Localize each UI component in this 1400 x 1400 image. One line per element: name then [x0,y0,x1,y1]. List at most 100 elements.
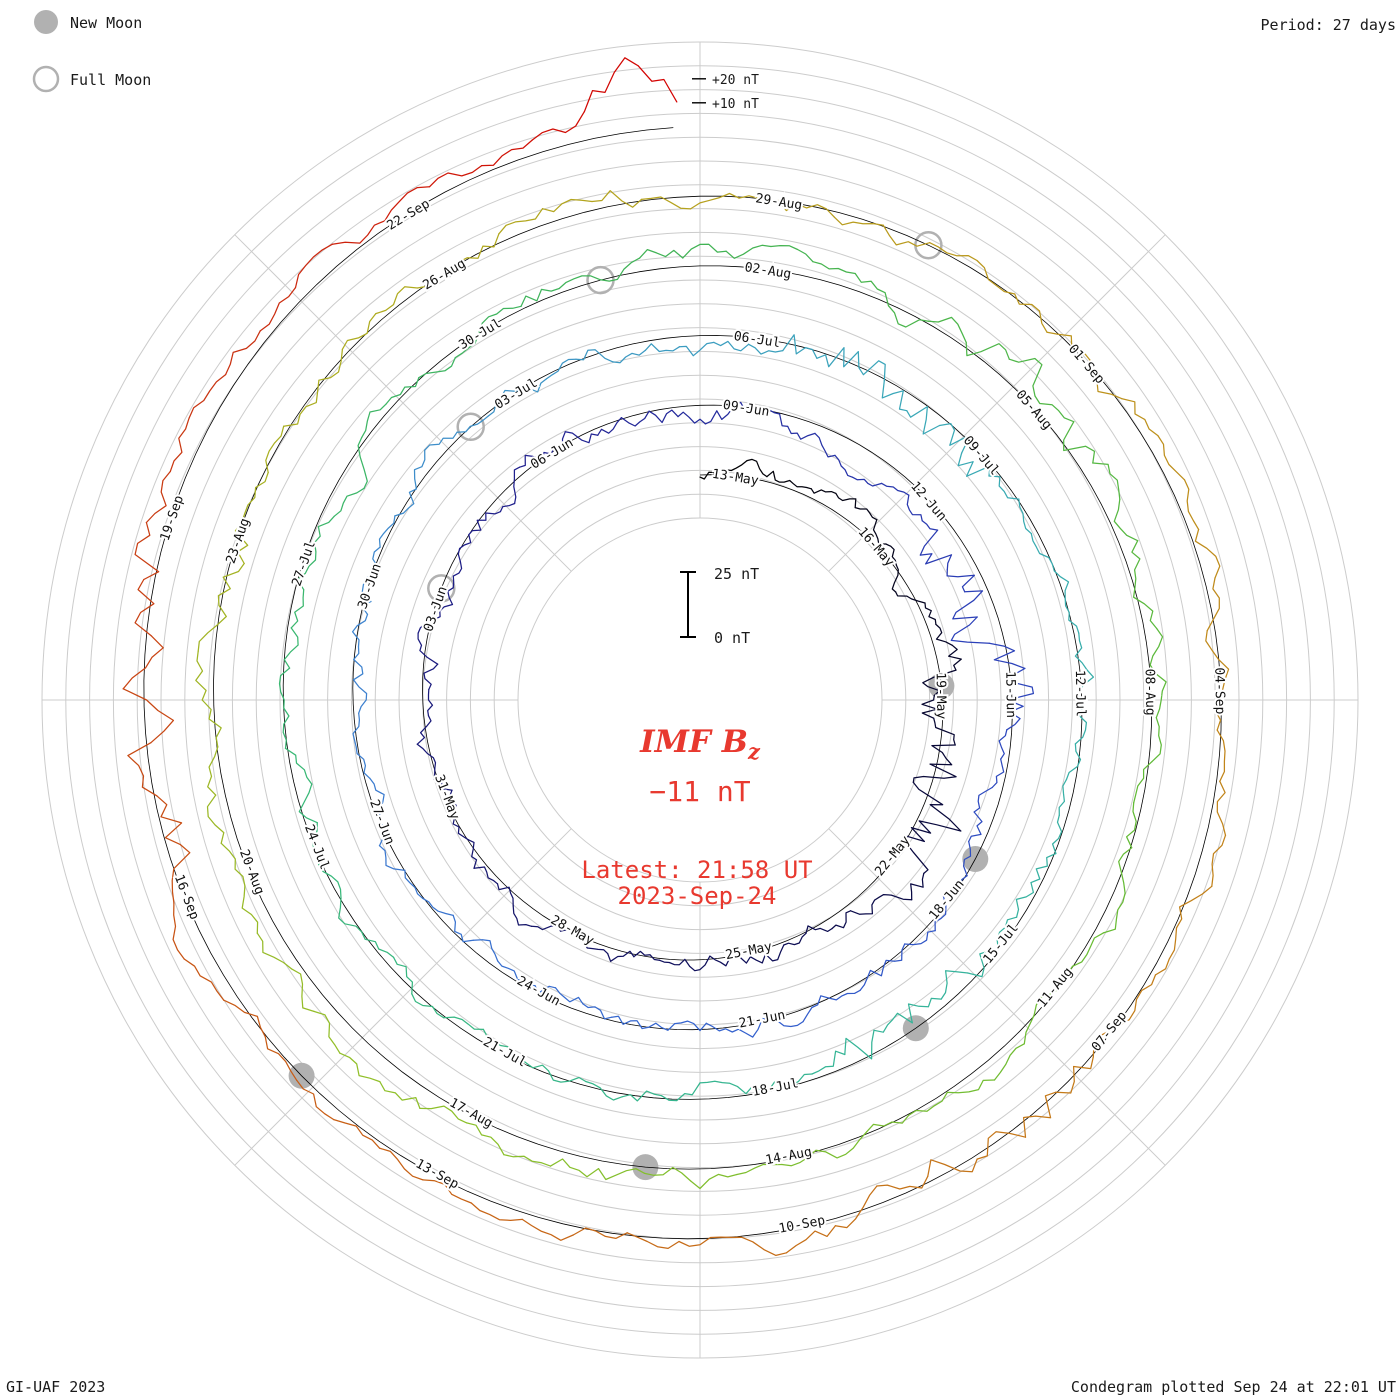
bz-trace-segment [709,953,736,967]
date-label: 08-Aug [1142,669,1158,716]
bz-trace-segment [284,747,313,785]
bz-trace-segment [582,1003,613,1020]
bz-trace-segment [737,1017,771,1038]
bz-trace-segment [470,1202,523,1222]
bz-trace-segment [927,1158,978,1177]
bz-trace-segment [919,520,939,556]
bz-trace-segment [866,1114,910,1133]
bz-trace-segment [482,1028,513,1059]
bz-trace-segment [512,905,533,927]
bz-trace-segment [423,663,439,691]
bz-trace-segment [891,564,899,593]
bz-trace-segment [564,431,599,444]
bz-trace-segment [1022,1091,1057,1138]
bz-trace-segment [1046,331,1091,361]
bz-trace-segment [1030,532,1053,565]
bz-trace-segment [466,1122,505,1156]
bz-trace-segment [648,409,679,424]
bz-trace-segment [895,591,926,604]
bz-trace-segment [721,459,748,472]
polar-grid [41,41,1359,1359]
bz-trace-segment [1006,667,1035,701]
bz-trace-segment [1089,359,1123,400]
bz-trace-segment [810,488,837,495]
date-label: 24-Jun [514,974,562,1010]
bz-trace-segment [811,1050,846,1075]
grid-spoke [234,234,572,572]
bz-trace-segment [1183,479,1200,531]
bz-trace-segment [264,1036,298,1082]
bz-trace-segment [1018,498,1032,535]
bz-trace-segment [816,346,859,368]
bz-trace-segment [543,431,566,455]
bz-trace-segment [942,875,968,898]
bz-trace-segment [417,632,439,665]
bz-trace-segment [834,454,854,478]
date-label: 16-May [855,525,897,570]
bz-trace-segment [1113,498,1139,542]
date-label: 02-Aug [744,260,793,282]
bz-trace-segment [583,941,609,955]
bz-trace-segment [705,1022,740,1033]
bz-trace-segment [1157,434,1186,481]
bz-trace-segment [1120,397,1159,437]
bz-trace-segment [531,110,586,141]
date-label: 18-Jul [751,1076,800,1100]
bz-trace-segment [127,742,158,797]
bz-trace-segment [169,417,190,473]
bz-trace-segment [699,469,724,480]
bz-trace-segment [172,902,185,960]
bz-trace-segment [554,987,584,1005]
moon-markers [288,230,989,1181]
chart-title-subscript: z [747,739,761,764]
bz-trace-segment [968,811,983,843]
bz-trace-segment [906,405,941,435]
bz-trace-segment [678,1236,732,1247]
bz-trace-segment [849,899,876,915]
bz-trace-segment [782,334,818,359]
bz-trace-segment [852,476,883,487]
bz-trace-segment [910,872,925,901]
date-label: 27-Jul [289,539,318,588]
bz-trace-segment [234,513,249,565]
bz-trace-segment [294,243,334,289]
bz-trace-segment [1216,729,1226,782]
bz-trace-segment [1125,802,1137,849]
bz-trace-segment [360,403,387,439]
bz-trace-segment [620,410,650,427]
bz-trace-segment [713,340,750,352]
bz-trace-segment [641,1022,676,1031]
bz-trace-segment [452,816,470,841]
bz-trace-segment [638,248,684,259]
date-label: 21-Jul [480,1035,528,1071]
bz-trace-segment [296,551,317,591]
bz-trace-segment [457,534,472,563]
full-moon-marker [456,412,485,442]
bz-trace-segment [313,515,335,553]
bz-trace-segment [520,287,560,307]
bz-trace-segment [355,746,371,779]
bz-trace-segment [835,492,857,509]
bz-trace-segment [256,932,293,970]
bz-trace-segment [907,1091,948,1117]
bz-trace-segment [976,259,1016,295]
bz-trace-segment [206,794,225,844]
grid-spoke [828,234,1166,572]
bz-trace-segment [834,1185,878,1229]
bz-trace-segment [736,1163,783,1176]
bz-trace-segment [833,216,884,226]
bz-trace-segment [223,999,266,1038]
bz-trace-segment [903,835,929,875]
bz-trace-segment [674,1020,707,1032]
bz-trace-segment [831,910,852,930]
date-label: 06-Jul [733,329,782,351]
bz-trace-segment [612,349,646,364]
top-scale-label: +20 nT [712,73,759,88]
bz-trace-segment [220,842,246,887]
bz-trace-segment [783,932,807,946]
bz-trace-segment [825,1131,868,1159]
bz-trace-segment [812,261,856,275]
date-label: 31-May [431,773,462,822]
bz-trace-segment [1006,699,1024,731]
